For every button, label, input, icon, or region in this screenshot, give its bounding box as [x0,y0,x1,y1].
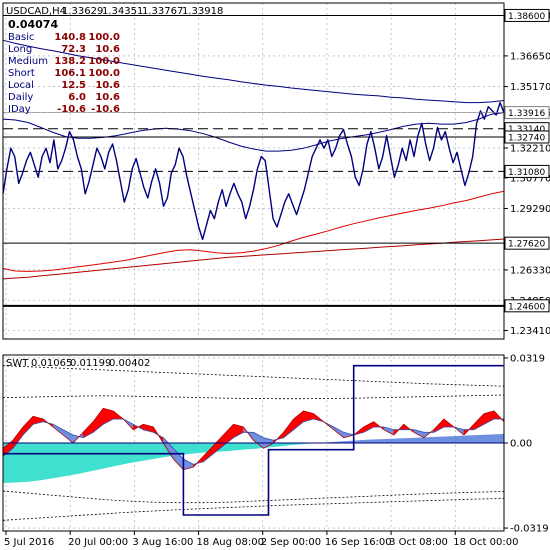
info-value-a: 72.3 [61,44,86,55]
title-bar: USDCAD,H4 1.33629 1.34351 1.33767 1.3391… [6,6,223,31]
sub-y-tick-label: -0.0319 [510,524,549,535]
x-tick-label: 16 Sep 16:00 [325,537,392,548]
level-label: 1.31080 [508,168,545,178]
info-label: Short [8,68,35,79]
x-tick-label: 5 Jul 2016 [4,537,54,548]
level-label: 1.33140 [508,125,545,135]
info-value-b: 10.6 [95,44,120,55]
main-y-tick-label: 1.23410 [510,326,550,337]
swt-readout-3: 0.00402 [109,358,150,369]
main-y-tick-label: 1.35170 [510,82,550,93]
level-label: 1.38600 [508,12,545,22]
info-value-a: 6.0 [68,92,86,103]
info-value-b: 10.6 [95,92,120,103]
info-value-b: 100.0 [88,68,120,79]
level-label-box [504,8,550,22]
info-value-b: 100.0 [88,32,120,43]
info-label: IDay [8,104,31,115]
level-label-box [504,299,550,313]
x-tick-label: 3 Aug 16:00 [132,537,193,548]
price-line [2,101,505,241]
swt-title: SWT [6,358,29,369]
x-tick-label: 18 Oct 00:00 [453,537,518,548]
level-label-box [504,130,550,144]
current-price-label: 1.33916 [508,109,545,119]
swt-readout-2: 0.01199 [70,358,111,369]
ma-red-mid-line [2,238,505,280]
x-tick-label: 3 Oct 08:00 [389,537,448,548]
x-tick-label: 18 Aug 08:00 [197,537,264,548]
info-value-a: 140.8 [54,32,86,43]
info-value-a: 106.1 [54,68,86,79]
info-value-a: 138.2 [54,56,86,67]
main-y-tick-label: 1.26330 [510,265,550,276]
price-layer [2,14,505,307]
ma-middle-line [2,39,505,104]
ohlc-close: 1.33918 [182,6,223,17]
info-label: Daily [8,92,33,103]
sub-y-tick-label: 0.0319 [510,353,545,364]
ohlc-high: 1.34351 [102,6,143,17]
ma-upper-line [2,112,505,152]
sub-frame [2,354,505,532]
main-y-tick-label: 1.36650 [510,51,550,62]
info-label: Local [8,80,34,91]
ohlc-open: 1.33629 [62,6,103,17]
band-upper-line [2,365,505,387]
main-frame [2,2,505,340]
main-y-tick-label: 1.30770 [510,173,550,184]
swt-readout-1: 0.01065 [31,358,72,369]
oscillator-main-line [2,407,505,471]
info-value-a: -10.6 [57,104,86,115]
level-label: 1.27620 [508,240,545,250]
value-readout: 0.04074 [8,18,58,31]
info-label: Medium [8,56,48,67]
band-lower2-line [2,498,505,521]
sub-y-tick-label: 0.00 [510,439,532,450]
info-value-b: -10.6 [91,104,120,115]
oscillator-signal-line [2,418,504,465]
ma-red-low-line [2,190,505,272]
ohlc-low: 1.33767 [142,6,183,17]
current-price-box [504,106,550,120]
oscillator-layer [2,364,505,521]
info-label: Long [8,44,32,55]
info-label: Basic [8,32,34,43]
sub-title: SWT 0.01065 0.01199 0.00402 [6,358,150,369]
x-tick-label: 2 Sep 00:00 [261,537,321,548]
base-area-positive [3,433,504,443]
level-label: 1.24600 [508,302,545,312]
main-y-tick-label: 1.32210 [510,143,550,154]
level-label: 1.32740 [508,133,545,143]
info-value-b: 10.6 [95,80,120,91]
x-tick-label: 20 Jul 00:00 [68,537,128,548]
step-line [3,364,504,516]
info-value-a: 12.5 [61,80,86,91]
level-label-box [504,164,550,178]
main-y-tick-label: 1.29290 [510,204,550,215]
level-label-box [504,236,550,250]
info-value-b: 100.0 [88,56,120,67]
axis-layer: 1.38600 1.36650 1.35170 1.33916 1.32210 1.307… [4,8,550,548]
chart-title-symbol: USDCAD,H4 [6,6,66,17]
band-upper2-line [2,394,505,400]
